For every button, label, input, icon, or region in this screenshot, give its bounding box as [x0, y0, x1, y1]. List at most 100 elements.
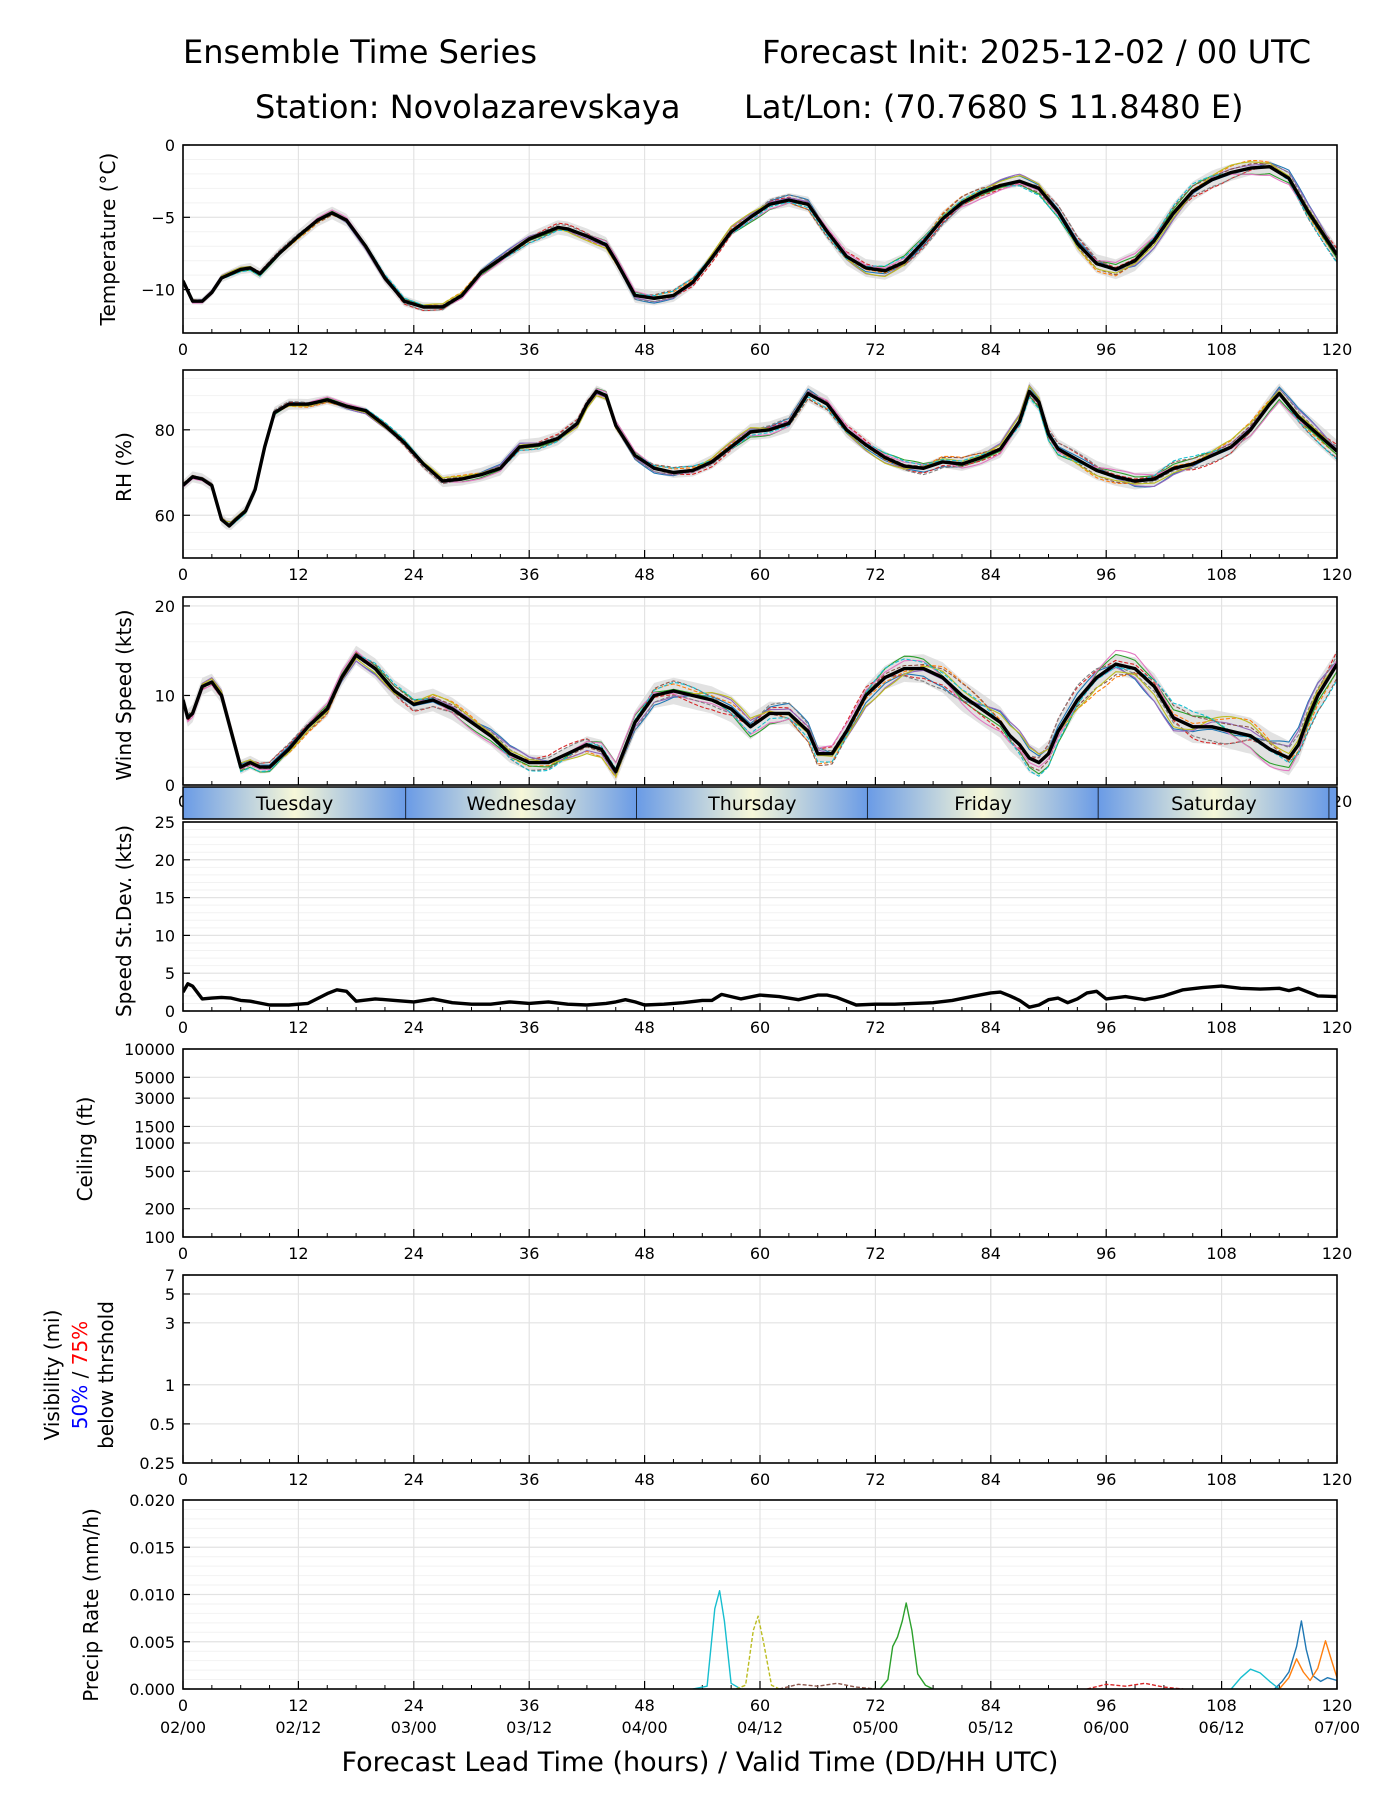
rh-xtick-label: 72: [865, 565, 885, 584]
day-band-frame: [182, 786, 1338, 820]
temperature-xtick-label: 96: [1096, 340, 1116, 359]
speed-stdev-xtick-label: 12: [288, 1018, 308, 1037]
speed-stdev-series-group: [183, 982, 1337, 1009]
valid-time-label: 03/00: [391, 1718, 437, 1737]
precip-member-line: [1086, 1682, 1184, 1689]
visibility-xtick-label: 72: [865, 1470, 885, 1489]
ceiling-ytick-label: 1500: [134, 1117, 175, 1136]
precip-xtick-label: 36: [519, 1696, 539, 1715]
visibility-ytick-label: 3: [165, 1314, 175, 1333]
wind-speed-ytick-label: 10: [155, 686, 175, 705]
day-label: Friday: [954, 793, 1012, 815]
day-band-thursday: [636, 787, 868, 819]
wind-speed-mean-line: [183, 653, 1337, 774]
chart-title: Ensemble Time Series: [183, 33, 537, 71]
ceiling-ytick-label: 500: [144, 1162, 175, 1181]
station-latlon: Lat/Lon: (70.7680 S 11.8480 E): [744, 88, 1244, 126]
valid-time-label: 06/12: [1199, 1718, 1245, 1737]
ceiling-xtick-label: 120: [1322, 1244, 1353, 1263]
precip-xtick-label: 96: [1096, 1696, 1116, 1715]
temperature-xtick-label: 84: [981, 340, 1001, 359]
rh-series-group: [183, 381, 1337, 530]
valid-time-label: 05/00: [852, 1718, 898, 1737]
visibility-xtick-label: 36: [519, 1470, 539, 1489]
temperature-ytick-label: −5: [151, 208, 175, 227]
ceiling-xtick-label: 36: [519, 1244, 539, 1263]
wind-speed-ytick-label: 20: [155, 597, 175, 616]
day-band-tuesday: [183, 787, 407, 819]
precip-xtick-label: 24: [404, 1696, 424, 1715]
rh-xtick-label: 108: [1206, 565, 1237, 584]
ceiling-xtick-label: 60: [750, 1244, 770, 1263]
precip-xtick-label: 60: [750, 1696, 770, 1715]
temperature-xtick-label: 12: [288, 340, 308, 359]
wind-speed-member-line: [183, 651, 1337, 775]
ceiling-ytick-label: 200: [144, 1200, 175, 1219]
ceiling-ytick-label: 10000: [124, 1040, 175, 1059]
forecast-init: Forecast Init: 2025-12-02 / 00 UTC: [762, 33, 1312, 71]
precip-series-group: [692, 1589, 1337, 1689]
x-axis-label: Forecast Lead Time (hours) / Valid Time …: [341, 1747, 1059, 1778]
rh-ytick-label: 80: [155, 421, 175, 440]
precip-member-line: [1274, 1620, 1337, 1689]
rh-xtick-label: 48: [634, 565, 654, 584]
valid-time-label: 06/00: [1083, 1718, 1129, 1737]
speed-stdev-ytick-label: 5: [165, 964, 175, 983]
precip-member-line: [879, 1602, 934, 1689]
precip-member-line: [692, 1589, 742, 1689]
precip-xtick-label: 48: [634, 1696, 654, 1715]
valid-time-label: 07/00: [1314, 1718, 1360, 1737]
valid-time-label: 05/12: [968, 1718, 1014, 1737]
wind-speed-member-line: [183, 653, 1337, 777]
ceiling-xtick-label: 48: [634, 1244, 654, 1263]
rh-mean-line: [183, 389, 1337, 528]
visibility-xtick-label: 48: [634, 1470, 654, 1489]
precip-member-line: [1278, 1640, 1337, 1689]
precip-ytick-label: 0.010: [129, 1586, 175, 1605]
visibility-frame: [182, 1274, 1338, 1464]
ceiling-ytick-label: 5000: [134, 1068, 175, 1087]
speed-stdev-xtick-label: 120: [1322, 1018, 1353, 1037]
visibility-xtick-label: 12: [288, 1470, 308, 1489]
visibility-ytick-label: 0.5: [150, 1415, 175, 1434]
precip-xtick-label: 72: [865, 1696, 885, 1715]
speed-stdev-xtick-label: 84: [981, 1018, 1001, 1037]
speed-stdev-ytick-label: 10: [155, 926, 175, 945]
day-label: Saturday: [1171, 793, 1257, 815]
day-band-friday: [867, 787, 1099, 819]
rh-xtick-label: 12: [288, 565, 308, 584]
visibility-xtick-label: 120: [1322, 1470, 1353, 1489]
speed-stdev-frame: [182, 821, 1338, 1012]
temperature-xtick-label: 72: [865, 340, 885, 359]
rh-frame: [182, 369, 1338, 559]
rh-xtick-label: 96: [1096, 565, 1116, 584]
speed-stdev-xtick-label: 0: [178, 1018, 188, 1037]
ceiling-xtick-label: 96: [1096, 1244, 1116, 1263]
precip-member-line: [779, 1682, 876, 1689]
precip-ytick-label: 0.000: [129, 1680, 175, 1699]
day-band-tail: [1329, 787, 1337, 819]
wind-speed-frame: [182, 596, 1338, 786]
visibility-xtick-label: 60: [750, 1470, 770, 1489]
precip-member-line: [735, 1615, 780, 1689]
speed-stdev-ytick-label: 15: [155, 889, 175, 908]
ceiling-ytick-label: 3000: [134, 1089, 175, 1108]
temperature-xtick-label: 24: [404, 340, 424, 359]
visibility-ytick-label: 7: [165, 1266, 175, 1285]
rh-member-line: [183, 384, 1337, 523]
visibility-ytick-label: 5: [165, 1285, 175, 1304]
wind-speed-series-group: [183, 645, 1337, 782]
speed-stdev-mean-line: [183, 982, 1337, 1009]
valid-time-label: 04/12: [737, 1718, 783, 1737]
visibility-xtick-label: 24: [404, 1470, 424, 1489]
speed-stdev-xtick-label: 108: [1206, 1018, 1237, 1037]
speed-stdev-ytick-label: 0: [165, 1002, 175, 1021]
speed-stdev-xtick-label: 72: [865, 1018, 885, 1037]
visibility-ytick-label: 1: [165, 1376, 175, 1395]
day-band-saturday: [1098, 787, 1330, 819]
speed-stdev-xtick-label: 48: [634, 1018, 654, 1037]
ceiling-xtick-label: 0: [178, 1244, 188, 1263]
temperature-xtick-label: 60: [750, 340, 770, 359]
visibility-xtick-label: 96: [1096, 1470, 1116, 1489]
